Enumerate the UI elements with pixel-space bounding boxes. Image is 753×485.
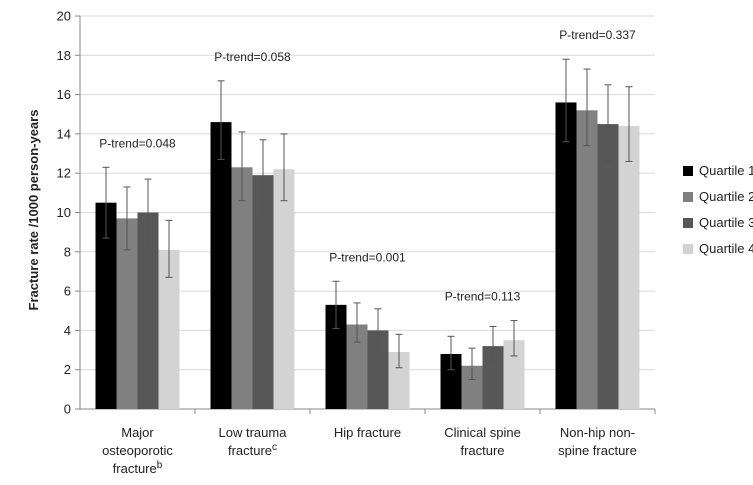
p-trend-annotations: P-trend=0.048 P-trend=0.058 P-trend=0.001 P… [99,28,636,303]
error-bars [102,58,633,381]
category-labels: Major osteoporotic fractureb Low trauma frac… [102,425,637,476]
y-tick-label: 4 [64,323,71,338]
y-tick-label: 10 [57,205,71,220]
bar [231,167,253,409]
bar [503,340,525,409]
y-tick-label: 20 [57,9,71,24]
bar [367,330,389,409]
y-tick-label: 14 [57,126,71,141]
bar [461,365,483,409]
y-axis-label: Fracture rate /1000 person-years [26,110,41,311]
bar [95,202,117,409]
bar [116,218,138,409]
p-trend-label: P-trend=0.001 [329,250,406,264]
y-tick-label: 0 [64,402,71,417]
bar [576,110,598,409]
legend-label: Quartile 2 [699,189,753,204]
category-label: spine fracture [558,443,637,458]
legend-swatch [683,218,693,228]
category-label: Clinical spine [444,425,521,440]
bars [95,102,640,410]
legend-label: Quartile 4 [699,241,753,256]
bar [440,353,462,409]
legend-swatch [683,166,693,176]
p-trend-label: P-trend=0.337 [559,28,636,42]
category-label: Low trauma [219,425,288,440]
bar [388,352,410,409]
bar [273,169,295,409]
y-tick-label: 12 [57,166,71,181]
y-tick-label: 16 [57,87,71,102]
category-label: Major [121,425,154,440]
legend-label: Quartile 3 [699,215,753,230]
bar [137,212,159,409]
legend-swatch [683,244,693,254]
bar [158,249,180,409]
bar [555,102,577,410]
p-trend-label: P-trend=0.048 [99,136,176,150]
category-label: fracture [460,443,504,458]
legend-label: Quartile 1 [699,163,753,178]
bar [597,124,619,409]
y-tick-label: 2 [64,362,71,377]
legend-swatch [683,192,693,202]
y-tick-labels: 0 2 4 6 8 10 12 14 16 18 20 [57,9,71,417]
y-tick-label: 8 [64,244,71,259]
bar [482,346,504,409]
bar [252,175,274,409]
bar [346,324,368,409]
category-label: osteoporotic [102,443,173,458]
bar [210,122,232,410]
legend: Quartile 1 Quartile 2 Quartile 3 Quartile 4 [683,163,753,256]
p-trend-label: P-trend=0.058 [214,50,291,64]
y-tick-label: 6 [64,284,71,299]
category-label: Non-hip non- [560,425,635,440]
category-label: Hip fracture [334,425,401,440]
p-trend-label: P-trend=0.113 [445,290,521,304]
y-tick-label: 18 [57,48,71,63]
bar [325,304,347,409]
category-label: fractureb [113,460,163,476]
bar [618,126,640,409]
category-label: fracturec [228,442,277,458]
